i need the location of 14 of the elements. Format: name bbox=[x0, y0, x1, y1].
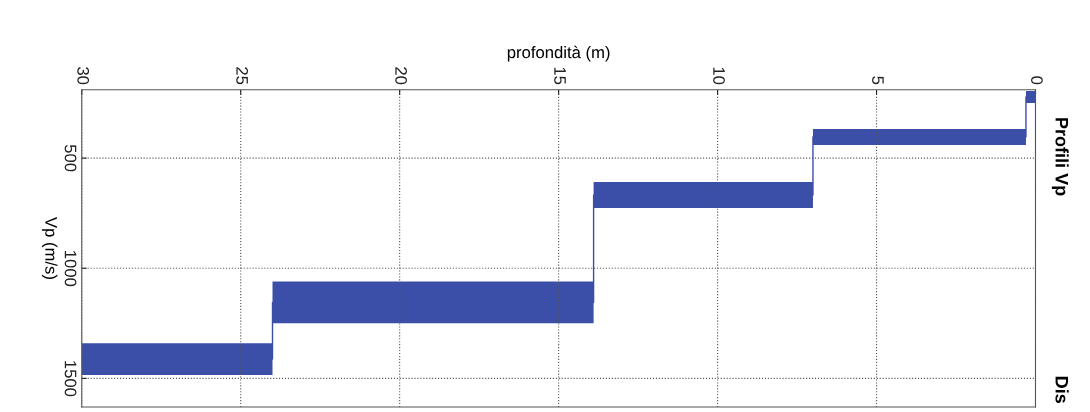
text: Dis bbox=[1055, 376, 1069, 404]
x-tick-label: 5 bbox=[872, 76, 884, 85]
x-axis-title: profondità (m) bbox=[507, 45, 610, 62]
text: Profili Vp bbox=[1051, 118, 1069, 196]
x-tick-label: 20 bbox=[395, 67, 407, 85]
y-tick-label: 1500 bbox=[64, 361, 77, 397]
x-tick-label: 15 bbox=[554, 67, 566, 85]
y-tick-label: 500 bbox=[64, 144, 77, 172]
x-tick-label: 0 bbox=[1031, 76, 1043, 85]
x-tick-label: 30 bbox=[77, 67, 90, 85]
x-tick-label: 10 bbox=[713, 67, 725, 85]
x-tick-label: 25 bbox=[236, 67, 249, 85]
y-axis-title: Vp (m/s) bbox=[41, 217, 58, 279]
y-tick-label: 1000 bbox=[64, 251, 77, 287]
